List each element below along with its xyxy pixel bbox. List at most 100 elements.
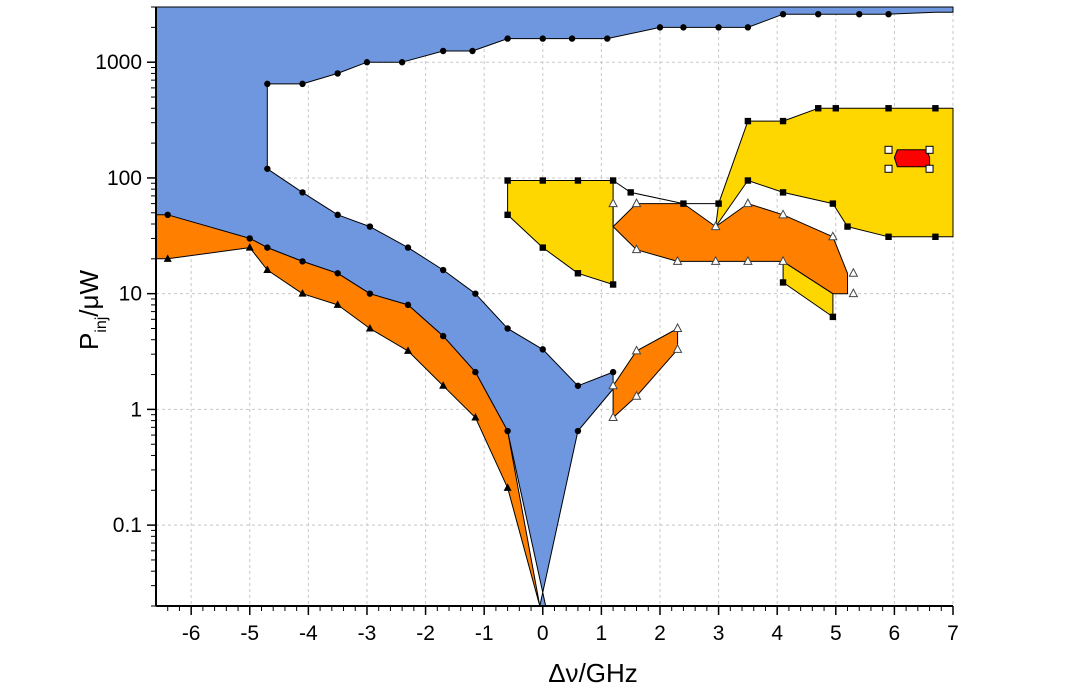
marker-circle: [472, 368, 479, 376]
x-axis-title-suffix: /GHz: [579, 658, 638, 688]
marker-open-triangle: [778, 255, 788, 265]
marker-circle: [815, 10, 822, 18]
marker-circle: [574, 382, 582, 389]
marker-circle: [604, 35, 611, 42]
marker-circle: [568, 35, 576, 42]
marker-open-triangle: [608, 411, 618, 422]
marker-circle: [264, 244, 271, 251]
marker-circle: [469, 47, 476, 55]
marker-square: [829, 313, 837, 321]
y-tick-label: 0.1: [113, 514, 142, 537]
marker-square: [504, 211, 511, 219]
marker-square: [609, 177, 617, 184]
marker-open-triangle: [608, 380, 618, 390]
data-markers: [163, 10, 939, 491]
y-tick-label: 1000: [95, 51, 142, 74]
marker-square: [829, 200, 837, 207]
marker-square: [627, 189, 634, 196]
marker-circle: [885, 10, 892, 18]
marker-circle: [299, 189, 306, 196]
marker-square: [844, 223, 851, 230]
marker-circle: [439, 47, 447, 55]
marker-open-triangle: [631, 244, 642, 254]
marker-circle: [334, 211, 341, 219]
marker-square: [539, 244, 546, 251]
marker-filled-triangle: [163, 254, 172, 262]
x-tick-label: 7: [947, 622, 959, 645]
y-axis-title-suffix: /μW: [74, 269, 104, 316]
marker-circle: [504, 35, 511, 42]
marker-open-square: [884, 164, 893, 173]
marker-open-triangle: [848, 267, 859, 277]
marker-filled-triangle: [245, 243, 254, 251]
marker-circle: [398, 59, 406, 66]
region-red: [893, 149, 931, 168]
marker-circle: [574, 427, 582, 435]
marker-square: [504, 177, 511, 184]
marker-circle: [264, 165, 271, 172]
x-tick-label: -6: [182, 622, 201, 645]
data-regions: [155, 6, 954, 607]
marker-open-triangle: [743, 255, 753, 265]
marker-circle: [264, 80, 271, 88]
x-tick-label: 5: [830, 622, 842, 645]
x-tick-label: 0: [537, 622, 549, 645]
marker-open-triangle: [848, 288, 859, 298]
marker-open-triangle: [710, 255, 721, 265]
marker-open-triangle: [743, 198, 753, 208]
tick-labels: -6 -5 -4 -3 -2 -1 0 1 2 3 4 5 6 7 0.1 1 10 100 1000: [95, 51, 959, 645]
marker-square: [744, 177, 752, 184]
marker-circle: [504, 427, 511, 435]
marker-filled-triangle: [333, 300, 342, 308]
marker-square: [715, 200, 722, 207]
marker-filled-triangle: [403, 346, 412, 354]
marker-square: [815, 105, 822, 112]
x-axis-title: Δν/GHz: [548, 658, 638, 688]
marker-open-triangle: [608, 198, 618, 208]
x-tick-label: 1: [596, 622, 608, 645]
marker-open-triangle: [710, 221, 721, 231]
marker-open-triangle: [672, 255, 683, 265]
marker-circle: [439, 332, 447, 340]
marker-open-triangle: [828, 231, 838, 241]
marker-filled-triangle: [263, 265, 272, 274]
marker-square: [744, 117, 752, 125]
marker-circle: [246, 235, 253, 242]
marker-square: [574, 177, 582, 184]
marker-circle: [366, 290, 374, 297]
marker-open-triangle: [672, 343, 683, 353]
marker-circle: [363, 59, 371, 66]
x-tick-label: -3: [358, 622, 377, 645]
marker-square: [779, 117, 787, 125]
x-tick-label: 4: [771, 622, 783, 645]
y-tick-label: 10: [119, 283, 142, 306]
marker-circle: [539, 346, 546, 353]
x-tick-label: -5: [240, 622, 259, 645]
marker-filled-triangle: [503, 483, 512, 491]
y-tick-label: 100: [107, 167, 142, 190]
marker-square: [832, 105, 839, 112]
marker-filled-triangle: [298, 289, 307, 297]
marker-open-triangle: [631, 345, 642, 355]
marker-filled-triangle: [365, 323, 374, 332]
marker-open-square: [884, 145, 893, 154]
x-tick-label: 2: [654, 622, 666, 645]
y-tick-label: 1: [130, 398, 142, 421]
marker-square: [680, 200, 687, 207]
marker-circle: [680, 24, 687, 31]
marker-filled-triangle: [439, 381, 448, 389]
x-tick-label: -2: [416, 622, 435, 645]
marker-circle: [334, 70, 341, 77]
marker-circle: [472, 290, 479, 297]
marker-circle: [299, 258, 306, 265]
y-axis-title-sub: inj: [93, 317, 110, 333]
marker-circle: [299, 80, 306, 88]
marker-circle: [656, 24, 664, 31]
svg-text:Pinj/μW: Pinj/μW: [74, 269, 110, 350]
x-tick-label: -1: [475, 622, 494, 645]
marker-open-triangle: [631, 390, 642, 400]
region-orange: [612, 203, 848, 295]
marker-square: [609, 281, 617, 288]
y-axis-title-main: P: [74, 333, 104, 350]
